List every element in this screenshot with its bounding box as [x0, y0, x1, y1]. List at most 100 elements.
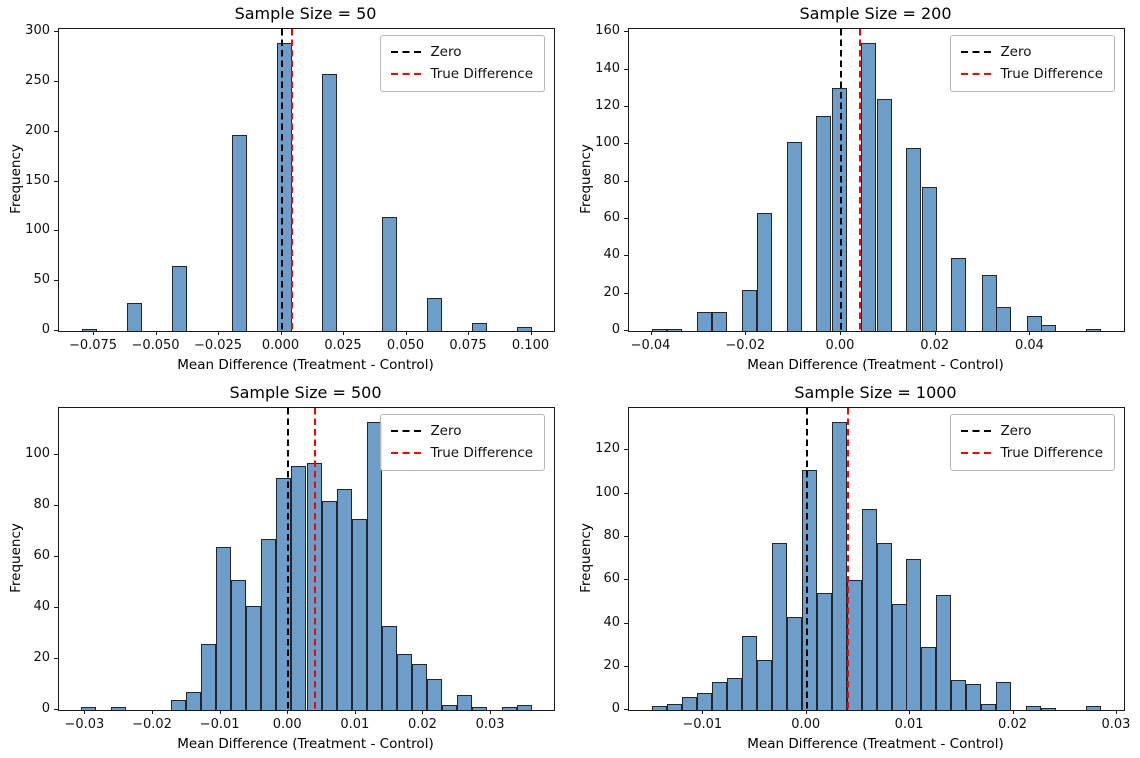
y-tick-label: 100 — [595, 484, 620, 500]
legend-entry: Zero — [961, 44, 1103, 60]
x-tick — [152, 710, 153, 714]
x-axis-label: Mean Difference (Treatment - Control) — [747, 736, 1004, 752]
x-tick — [354, 710, 356, 714]
histogram-bar — [711, 312, 727, 331]
histogram-bar — [651, 329, 667, 331]
true-difference-line — [314, 408, 317, 710]
histogram-bar — [81, 329, 97, 331]
y-tick-label: 80 — [603, 528, 620, 543]
histogram-bar — [831, 88, 847, 331]
x-tick-label: 0.04 — [1014, 338, 1044, 353]
x-tick-label: 0.01 — [894, 717, 924, 732]
histogram-bar — [336, 488, 352, 710]
histogram-bar — [381, 626, 397, 710]
histogram-bar — [321, 501, 337, 710]
y-tick — [624, 217, 628, 219]
x-axis-label: Mean Difference (Treatment - Control) — [177, 736, 434, 752]
legend-label: Zero — [1000, 423, 1032, 439]
y-tick — [54, 31, 58, 33]
histogram-bar — [1086, 329, 1102, 331]
x-tick — [934, 331, 936, 335]
x-tick-label: 0.00 — [272, 717, 302, 732]
x-tick-label: −0.025 — [193, 338, 243, 353]
y-tick — [624, 449, 628, 451]
x-tick — [745, 331, 747, 335]
y-tick-label: 80 — [33, 497, 50, 513]
histogram-bar — [786, 617, 802, 710]
y-tick — [54, 607, 58, 609]
legend: Zero True Difference — [950, 414, 1115, 471]
histogram-bar — [906, 147, 922, 331]
x-tick — [805, 710, 807, 714]
legend-label: Zero — [430, 423, 462, 439]
histogram-bar — [516, 704, 532, 710]
y-tick-label: 250 — [25, 73, 50, 89]
histogram-bar — [966, 684, 982, 710]
y-tick — [54, 330, 58, 331]
histogram-bar — [1041, 707, 1057, 710]
x-tick-label: 0.000 — [261, 338, 300, 353]
histogram-bar — [906, 558, 922, 710]
histogram-bar — [831, 422, 847, 710]
y-tick — [624, 105, 628, 107]
histogram-bar — [261, 539, 277, 710]
x-tick-label: −0.01 — [682, 717, 723, 732]
legend-dash-sample — [961, 72, 992, 76]
y-tick — [624, 180, 628, 182]
x-tick — [405, 331, 407, 335]
y-tick — [624, 68, 628, 70]
histogram-bar — [471, 323, 487, 331]
x-tick-label: 0.02 — [998, 717, 1027, 732]
histogram-bar — [861, 508, 877, 710]
y-tick-label: 50 — [33, 272, 50, 288]
legend-dash-sample — [391, 72, 422, 76]
y-tick — [54, 81, 58, 83]
legend-label: Zero — [1000, 44, 1032, 60]
subplot-sample-size-50: Sample Size = 50 −0.075 −0.050 −0.025 0.000 0… — [0, 0, 570, 379]
x-tick — [93, 331, 94, 335]
legend-dash-sample — [391, 429, 422, 433]
y-tick — [624, 31, 628, 33]
histogram-bar — [231, 134, 247, 331]
histogram-bar — [126, 303, 142, 331]
legend-entry: True Difference — [961, 66, 1103, 82]
y-tick-label: 100 — [25, 222, 50, 238]
subplot-sample-size-1000: Sample Size = 1000 −0.01 0.00 0.01 0.02 0.03 0… — [570, 379, 1140, 758]
x-tick-label: −0.075 — [68, 338, 118, 353]
x-tick-label: 0.03 — [475, 717, 505, 732]
y-tick-label: 20 — [603, 657, 620, 673]
legend-dash-sample — [961, 451, 992, 455]
y-axis-label: Frequency — [8, 523, 24, 593]
histogram-bar — [276, 43, 292, 331]
y-tick-label: 0 — [611, 701, 620, 716]
y-tick — [54, 454, 58, 456]
y-tick-label: 40 — [33, 599, 50, 615]
subplot-sample-size-200: Sample Size = 200 −0.04 −0.02 0.00 0.02 0.04 0… — [570, 0, 1140, 379]
y-tick-label: 160 — [595, 23, 620, 39]
histogram-bar — [771, 543, 787, 710]
histogram-bar — [681, 697, 697, 710]
y-tick-label: 0 — [41, 701, 50, 716]
zero-line — [287, 408, 290, 710]
x-tick — [650, 331, 652, 335]
histogram-bar — [666, 329, 682, 331]
x-tick — [468, 331, 469, 335]
histogram-bar — [366, 422, 382, 710]
y-tick — [54, 230, 58, 232]
x-tick — [702, 710, 704, 714]
x-tick-label: 0.02 — [408, 717, 437, 732]
x-axis-label: Mean Difference (Treatment - Control) — [747, 357, 1004, 373]
histogram-bar — [1026, 705, 1042, 710]
histogram-bar — [351, 519, 367, 710]
true-difference-line — [290, 29, 293, 331]
legend-label: True Difference — [1000, 445, 1103, 461]
histogram-bar — [1041, 325, 1057, 331]
plot-title: Sample Size = 200 — [799, 4, 952, 23]
histogram-bar — [171, 699, 187, 710]
histogram-bar — [756, 660, 772, 710]
histogram-bar — [1086, 705, 1102, 710]
y-tick-label: 0 — [611, 322, 620, 337]
histogram-bar — [936, 595, 952, 710]
legend-entry: Zero — [391, 44, 533, 60]
